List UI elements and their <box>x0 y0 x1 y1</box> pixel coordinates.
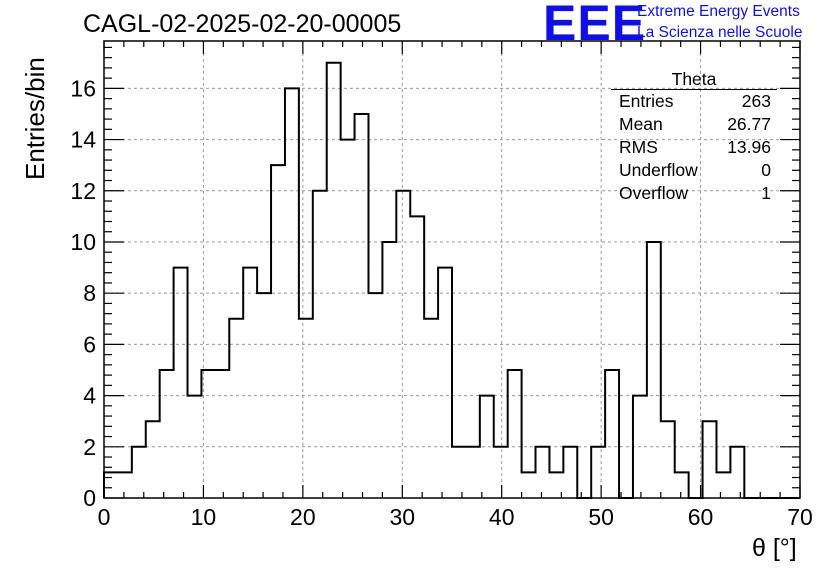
histogram-bar <box>466 447 480 498</box>
histogram-bar <box>132 447 146 498</box>
x-axis-label: θ [°] <box>752 534 797 562</box>
histogram-bar <box>661 421 675 498</box>
plot-frame <box>103 40 801 499</box>
stats-box: Theta Entries 263 Mean 26.77 RMS 13.96 U… <box>611 70 777 205</box>
stats-value: 0 <box>761 160 771 180</box>
histogram-bar <box>480 396 494 498</box>
stats-row-underflow: Underflow 0 <box>611 159 777 182</box>
stats-label: Entries <box>619 91 674 111</box>
y-axis-label: Entries/bin <box>20 57 50 180</box>
histogram-bar <box>327 63 341 498</box>
histogram-bar <box>299 319 313 498</box>
histogram-outline <box>103 61 800 499</box>
histogram-bar <box>104 472 118 498</box>
y-tick-label: 14 <box>70 127 96 153</box>
stats-label: RMS <box>619 137 658 157</box>
logo-subtitle-line1: Extreme Energy Events <box>637 3 800 20</box>
stats-row-rms: RMS 13.96 <box>611 136 777 159</box>
histogram-bar <box>703 421 717 498</box>
stats-value: 26.77 <box>727 114 771 134</box>
histogram-bar <box>424 319 438 498</box>
logo-subtitle-line2: La Scienza nelle Scuole <box>637 24 803 41</box>
x-tick-label: 10 <box>191 504 217 530</box>
histogram-bar <box>730 447 744 498</box>
histogram-bar <box>675 472 689 498</box>
histogram-bar <box>438 268 452 498</box>
histogram-bar <box>452 447 466 498</box>
stats-label: Overflow <box>619 183 689 203</box>
x-tick-label: 20 <box>290 504 316 530</box>
stats-value: 263 <box>741 91 771 111</box>
y-tick-label: 2 <box>83 434 96 460</box>
y-tick-label: 16 <box>70 75 96 101</box>
histogram-bar <box>536 447 550 498</box>
y-tick-label: 4 <box>83 383 96 409</box>
y-tick-label: 6 <box>83 331 96 357</box>
histogram-bar <box>522 472 536 498</box>
histogram-bar <box>341 140 355 498</box>
stats-row-overflow: Overflow 1 <box>611 182 777 205</box>
histogram-bar <box>605 370 619 498</box>
stats-row-mean: Mean 26.77 <box>611 113 777 136</box>
x-tick-label: 30 <box>389 504 415 530</box>
histogram-bar <box>382 242 396 498</box>
histogram-bar <box>563 447 577 498</box>
x-tick-label: 40 <box>489 504 515 530</box>
stats-title: Theta <box>611 70 777 90</box>
histogram-bar <box>146 421 160 498</box>
stats-label: Underflow <box>619 160 698 180</box>
histogram-bar <box>160 370 174 498</box>
y-tick-label: 10 <box>70 229 96 255</box>
y-tick-label: 12 <box>70 178 96 204</box>
histogram-bar <box>410 216 424 498</box>
histogram-bar <box>647 242 661 498</box>
histogram-bar <box>174 268 188 498</box>
histogram-bar <box>716 472 730 498</box>
stats-value: 13.96 <box>727 137 771 157</box>
stats-label: Mean <box>619 114 663 134</box>
histogram-bar <box>118 472 132 498</box>
histogram-bar <box>494 447 508 498</box>
stats-row-entries: Entries 263 <box>611 90 777 113</box>
histogram-bar <box>229 319 243 498</box>
histogram-bar <box>215 370 229 498</box>
eee-logo-letters: EEE <box>543 0 647 51</box>
histogram-bar <box>243 268 257 498</box>
y-tick-label: 8 <box>83 280 96 306</box>
histogram-bar <box>355 114 369 498</box>
x-tick-label: 60 <box>688 504 714 530</box>
y-tick-label: 0 <box>83 485 96 511</box>
x-tick-label: 0 <box>98 504 111 530</box>
chart-title: CAGL-02-2025-02-20-00005 <box>83 10 402 38</box>
stats-value: 1 <box>761 183 771 203</box>
x-tick-label: 70 <box>787 504 813 530</box>
x-tick-label: 50 <box>588 504 614 530</box>
histogram-bar <box>508 370 522 498</box>
histogram-bar <box>591 447 605 498</box>
histogram-bar <box>271 165 285 498</box>
